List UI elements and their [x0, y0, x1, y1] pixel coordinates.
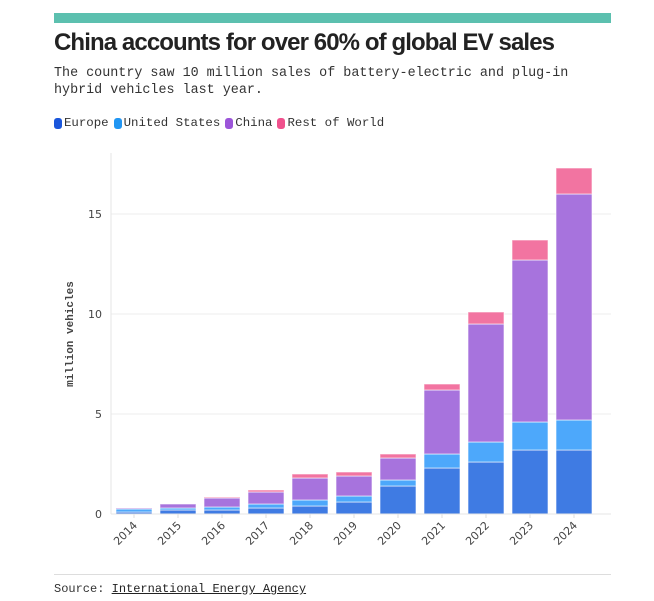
bar-europe-2015 — [159, 509, 197, 515]
bar-europe-2020 — [379, 485, 417, 515]
bar-united-states-2017 — [247, 503, 285, 509]
bar-europe-2021 — [423, 467, 461, 515]
x-tick-label: 2019 — [331, 519, 360, 548]
x-tick-label: 2020 — [375, 519, 404, 548]
bar-europe-2019 — [335, 501, 373, 515]
legend-label: Rest of World — [287, 116, 385, 130]
legend-swatch — [113, 117, 122, 129]
bar-rest-of-world-2016 — [203, 496, 241, 499]
legend-label: Europe — [64, 116, 109, 130]
bar-united-states-2019 — [335, 495, 373, 503]
accent-bar — [54, 13, 611, 23]
x-tick-label: 2021 — [419, 519, 448, 548]
bar-europe-2022 — [467, 461, 505, 515]
bar-europe-2016 — [203, 509, 241, 515]
x-tick-label: 2023 — [507, 519, 536, 548]
bar-united-states-2021 — [423, 453, 461, 469]
bar-china-2022 — [467, 323, 505, 443]
bar-europe-2023 — [511, 449, 549, 515]
bar-rest-of-world-2018 — [291, 473, 329, 479]
y-tick-label: 15 — [88, 208, 102, 221]
chart-title: China accounts for over 60% of global EV… — [54, 29, 555, 56]
bar-china-2014 — [115, 507, 153, 510]
y-axis-title: million vehicles — [65, 281, 77, 387]
y-tick-label: 0 — [95, 508, 102, 521]
legend-label: China — [235, 116, 273, 130]
y-tick-label: 5 — [95, 408, 102, 421]
legend-item-rest-of-world: Rest of World — [277, 116, 384, 130]
bar-united-states-2022 — [467, 441, 505, 463]
bar-china-2024 — [555, 193, 593, 421]
source-label: Source: — [54, 582, 105, 596]
x-tick-label: 2017 — [243, 519, 272, 548]
x-tick-label: 2016 — [199, 519, 228, 548]
bar-rest-of-world-2024 — [555, 167, 593, 195]
legend-item-china: China — [225, 116, 272, 130]
bar-rest-of-world-2021 — [423, 383, 461, 391]
legend-item-united-states: United States — [113, 116, 221, 130]
bar-united-states-2018 — [291, 499, 329, 507]
legend-swatch — [225, 117, 234, 129]
legend: Europe United States China Rest of World — [54, 116, 389, 130]
bar-europe-2018 — [291, 505, 329, 515]
bar-rest-of-world-2022 — [467, 311, 505, 325]
chart-subtitle: The country saw 10 million sales of batt… — [54, 66, 569, 98]
source-link[interactable]: International Energy Agency — [111, 582, 307, 596]
x-tick-label: 2014 — [111, 519, 140, 548]
bar-europe-2024 — [555, 449, 593, 515]
footer-divider — [54, 574, 611, 575]
legend-swatch — [54, 117, 62, 129]
x-tick-label: 2015 — [155, 519, 184, 548]
y-tick-label: 10 — [88, 308, 102, 321]
bar-united-states-2023 — [511, 421, 549, 451]
bar-rest-of-world-2020 — [379, 453, 417, 459]
bar-rest-of-world-2017 — [247, 489, 285, 493]
x-tick-label: 2018 — [287, 519, 316, 548]
stacked-bar-chart: 0 5 10 15 million vehicles 2014 2015 2016 2017 20… — [65, 153, 611, 548]
bar-europe-2017 — [247, 507, 285, 515]
bar-china-2016 — [203, 497, 241, 508]
bar-china-2021 — [423, 389, 461, 455]
bar-rest-of-world-2019 — [335, 471, 373, 477]
bar-china-2023 — [511, 259, 549, 423]
bar-china-2019 — [335, 475, 373, 497]
legend-item-europe: Europe — [54, 116, 109, 130]
source-line: Source: International Energy Agency — [54, 582, 306, 596]
bar-china-2015 — [159, 503, 197, 509]
legend-swatch — [277, 117, 286, 129]
x-tick-label: 2022 — [463, 519, 492, 548]
legend-label: United States — [123, 116, 221, 130]
bar-china-2020 — [379, 457, 417, 481]
bar-united-states-2024 — [555, 419, 593, 451]
bar-rest-of-world-2023 — [511, 239, 549, 261]
x-tick-label: 2024 — [551, 519, 580, 548]
bar-china-2017 — [247, 491, 285, 505]
bar-china-2018 — [291, 477, 329, 501]
bar-united-states-2020 — [379, 479, 417, 487]
